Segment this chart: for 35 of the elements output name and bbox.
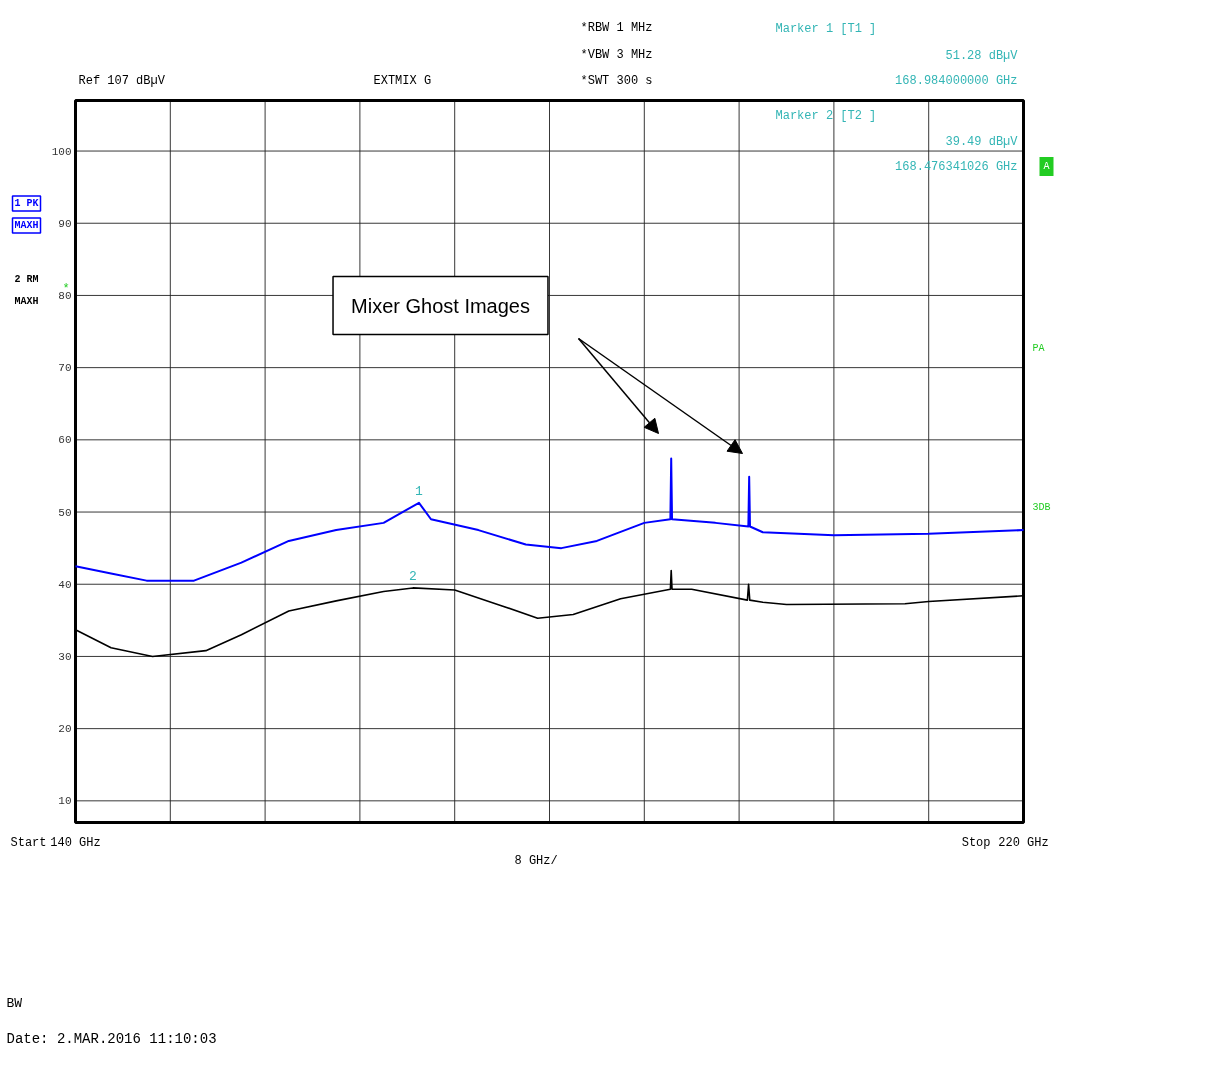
x-tick-label: 220 GHz <box>998 835 1049 850</box>
text: *VBW 3 MHz <box>580 47 653 62</box>
annotation: Mixer Ghost Images <box>351 294 530 317</box>
y-tick-label: 30 <box>58 650 72 663</box>
annotation: 2 <box>409 568 417 584</box>
y-tick-label: 20 <box>58 723 72 736</box>
text: PA <box>1032 343 1045 354</box>
text: 51.28 dBµV <box>945 48 1019 63</box>
text: *SWT 300 s <box>580 73 653 88</box>
text: Ref 107 dBµV <box>78 73 166 88</box>
y-tick-label: 60 <box>58 434 72 447</box>
text: 3DB <box>1032 502 1051 513</box>
y-tick-label: 100 <box>51 145 72 158</box>
text: 8 GHz/ <box>514 853 558 868</box>
line-series <box>74 457 1025 582</box>
text: Marker 1 [T1 ] <box>775 21 877 36</box>
text: Start <box>10 835 47 850</box>
annotation: 39.49 dBµV <box>945 134 1019 149</box>
text: 1 PK MAXH <box>14 198 39 231</box>
y-tick-label: 70 <box>58 362 72 375</box>
text: Date: 2.MAR.2016 11:10:03 <box>6 1030 217 1047</box>
text: BW <box>6 996 23 1011</box>
text: 168.984000000 GHz <box>895 73 1018 88</box>
annotation: 1 <box>415 483 424 499</box>
x-tick-label: 140 GHz <box>50 835 101 850</box>
text: EXTMIX G <box>373 73 432 88</box>
text: 2 RM MAXH <box>14 274 39 307</box>
text: A <box>1043 161 1050 172</box>
text: Stop <box>961 835 991 850</box>
text: *RBW 1 MHz <box>580 20 653 35</box>
y-tick-label: 50 <box>58 506 72 519</box>
y-tick-label: 10 <box>58 795 72 808</box>
annotation: Marker 2 [T2 ] <box>775 108 877 123</box>
y-tick-label: 90 <box>58 217 72 230</box>
y-tick-label: 40 <box>58 578 72 591</box>
